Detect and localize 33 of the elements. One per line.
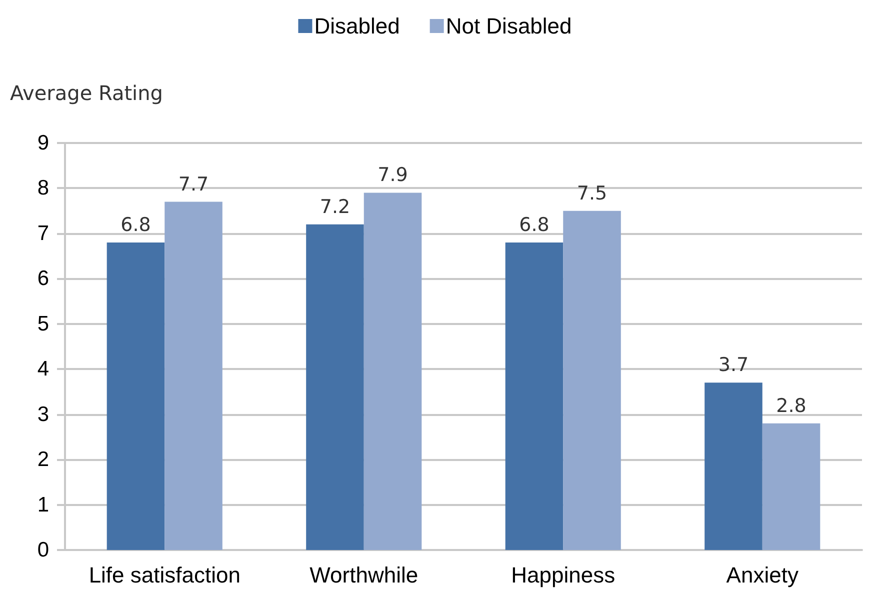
bar bbox=[563, 210, 621, 550]
y-tick-label: 8 bbox=[37, 176, 49, 200]
y-tick-label: 1 bbox=[37, 493, 49, 516]
data-label: 6.8 bbox=[120, 214, 151, 236]
bar bbox=[704, 382, 762, 550]
data-label: 7.9 bbox=[378, 164, 408, 186]
y-tick-label: 6 bbox=[37, 267, 49, 290]
x-tick-label: Happiness bbox=[511, 562, 616, 588]
y-tick-label: 4 bbox=[37, 358, 50, 381]
data-label: 7.7 bbox=[178, 173, 209, 196]
x-tick-label: Anxiety bbox=[726, 562, 798, 588]
data-label: 7.2 bbox=[320, 196, 350, 218]
bar bbox=[505, 242, 564, 550]
y-tick-label: 3 bbox=[37, 402, 49, 426]
legend-label: Disabled bbox=[314, 14, 400, 38]
y-axis-title: Average Rating bbox=[10, 81, 163, 105]
data-label: 2.8 bbox=[776, 394, 806, 417]
y-tick-label: 0 bbox=[37, 538, 49, 562]
bar bbox=[164, 202, 222, 550]
bar bbox=[762, 423, 820, 550]
data-label: 6.8 bbox=[519, 214, 550, 236]
x-tick-label: Worthwhile bbox=[310, 562, 418, 588]
bar bbox=[106, 242, 165, 550]
y-tick-label: 9 bbox=[37, 132, 49, 154]
legend-label: Not Disabled bbox=[446, 14, 572, 38]
data-label: 7.5 bbox=[576, 182, 608, 204]
data-label: 3.7 bbox=[718, 354, 749, 376]
x-tick-label: Life satisfaction bbox=[88, 562, 240, 588]
y-tick-label: 5 bbox=[37, 312, 49, 336]
bar bbox=[364, 192, 422, 550]
y-tick-label: 2 bbox=[37, 448, 49, 472]
y-tick-label: 7 bbox=[37, 222, 49, 245]
bar bbox=[306, 224, 364, 550]
